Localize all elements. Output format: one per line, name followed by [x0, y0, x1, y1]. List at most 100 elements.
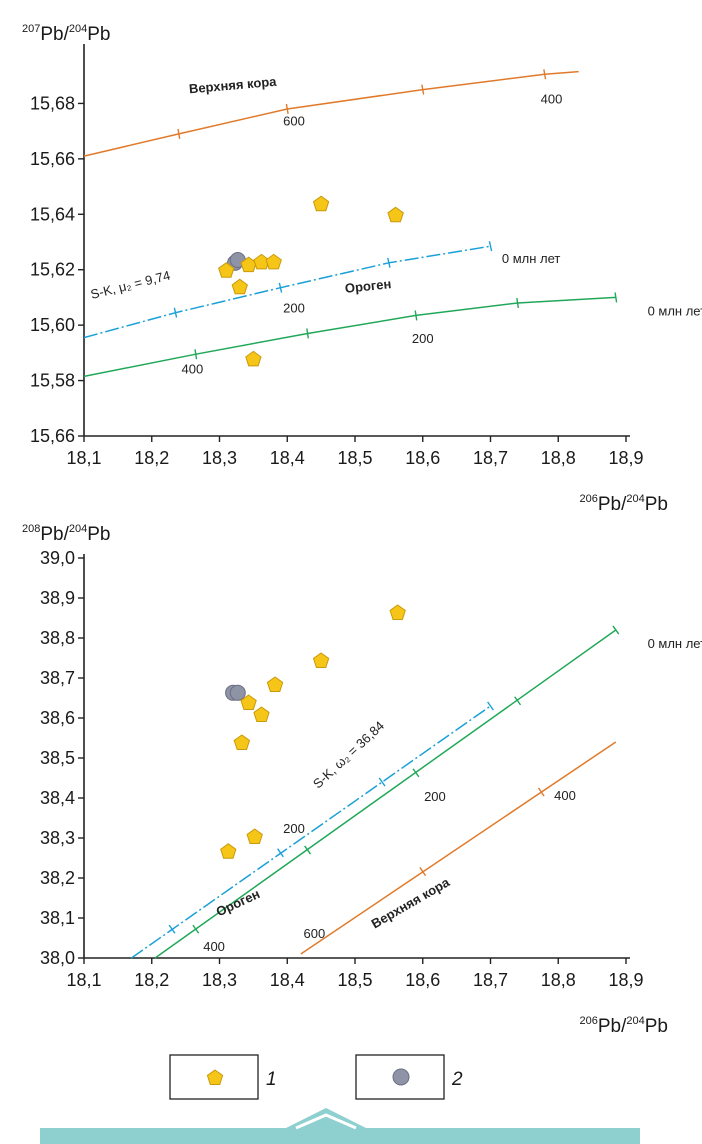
age-tick-mark	[192, 924, 200, 934]
age-tick-mark	[514, 696, 522, 706]
y-tick-label: 38,1	[40, 908, 75, 928]
y-tick-label: 38,6	[40, 708, 75, 728]
x-axis-label: 206Pb/204Pb	[580, 493, 669, 515]
data-point-group-1	[265, 253, 282, 270]
age-tick-mark	[278, 282, 283, 293]
curve-annotation: 0 млн лет	[502, 251, 561, 266]
curve-annotation: Верхняя кора	[369, 874, 453, 931]
x-tick-label: 18,9	[608, 448, 643, 468]
x-tick-label: 18,5	[337, 970, 372, 990]
data-point-group-1	[389, 604, 406, 620]
age-tick-mark	[177, 128, 181, 139]
y-tick-label: 15,66	[30, 149, 75, 169]
x-tick-label: 18,8	[541, 970, 576, 990]
legend-marker-circle	[392, 1068, 410, 1086]
x-tick-label: 18,6	[405, 448, 440, 468]
curve-annotation: 400	[541, 91, 563, 106]
curve-annotation: S-K, μ₂ = 9,74	[89, 268, 172, 302]
x-tick-label: 18,7	[473, 970, 508, 990]
data-point-group-1	[266, 676, 284, 692]
age-tick-mark	[543, 69, 547, 80]
age-tick-mark	[612, 625, 620, 635]
age-tick-mark	[488, 241, 493, 252]
age-tick-mark	[173, 307, 178, 318]
banner-chevron	[295, 1113, 357, 1130]
age-tick-mark	[516, 297, 520, 309]
evolution-curve	[83, 296, 616, 378]
y-tick-label: 38,5	[40, 748, 75, 768]
evolution-curve	[83, 70, 579, 157]
curve-annotation: 600	[283, 114, 305, 129]
evolution-curve	[83, 245, 491, 339]
age-tick-mark	[614, 292, 618, 303]
legend-label: 2	[451, 1069, 463, 1090]
age-tick-mark	[421, 84, 425, 95]
y-tick-label: 15,60	[30, 315, 75, 335]
y-tick-label: 38,8	[40, 628, 75, 648]
y-tick-label: 38,2	[40, 868, 75, 888]
x-tick-label: 18,3	[202, 448, 237, 468]
data-point-group-1	[233, 734, 251, 750]
y-tick-label: 15,62	[30, 260, 75, 280]
y-axis-label: 208Pb/204Pb	[22, 523, 111, 545]
chart-207pb-204pb: 15,66 15,58 15,60 15,62 15,64 15,66 15,68 18,1 1…	[22, 23, 702, 515]
curve-annotation: 400	[554, 788, 576, 803]
legend-label: 1	[266, 1069, 277, 1090]
data-point-group-1	[218, 262, 235, 278]
data-point-group-1	[240, 694, 257, 710]
curve-annotation: 200	[412, 331, 434, 346]
y-tick-label: 39,0	[40, 548, 75, 568]
x-tick-label: 18,2	[134, 448, 169, 468]
curve-annotation: Верхняя кора	[188, 74, 277, 97]
evolution-curve	[130, 705, 491, 959]
age-tick-mark	[414, 310, 418, 321]
x-tick-label: 18,1	[66, 448, 101, 468]
age-tick-mark	[487, 701, 494, 711]
x-tick-label: 18,4	[270, 970, 305, 990]
curve-annotation: 200	[283, 821, 305, 836]
data-point-group-1	[253, 706, 270, 722]
x-tick-label: 18,6	[405, 970, 440, 990]
x-tick-label: 18,3	[202, 970, 237, 990]
age-tick-mark	[168, 924, 176, 934]
data-point-group-1	[387, 206, 404, 223]
y-tick-label: 38,3	[40, 828, 75, 848]
legend-marker-pentagon	[206, 1069, 224, 1085]
data-point-group-1	[231, 278, 248, 295]
age-tick-mark	[378, 777, 386, 787]
y-tick-label: 38,0	[40, 948, 75, 968]
y-axis-label: 207Pb/204Pb	[22, 23, 111, 45]
age-tick-mark	[387, 257, 391, 268]
x-tick-label: 18,7	[473, 448, 508, 468]
y-tick-label: 15,64	[30, 204, 75, 224]
age-tick-mark	[306, 328, 310, 339]
age-tick-mark	[537, 787, 545, 797]
curve-annotation: 0 млн лет	[648, 303, 702, 318]
data-point-group-1	[246, 828, 263, 844]
data-point-group-2	[229, 684, 246, 701]
banner-shape	[40, 1108, 640, 1144]
x-axis-label: 206Pb/204Pb	[580, 1015, 669, 1037]
data-point-group-1	[312, 195, 330, 212]
data-point-group-1	[312, 652, 330, 668]
data-point-group-1	[220, 843, 237, 859]
curve-annotation: 200	[424, 789, 446, 804]
age-tick-mark	[285, 103, 289, 115]
x-tick-label: 18,1	[66, 970, 101, 990]
curve-annotation: 400	[203, 939, 225, 954]
bottom-banner	[40, 1108, 640, 1144]
x-tick-label: 18,8	[541, 448, 576, 468]
age-tick-mark	[194, 349, 198, 360]
x-tick-label: 18,2	[134, 970, 169, 990]
data-point-group-1	[245, 350, 262, 367]
x-tick-label: 18,4	[270, 448, 305, 468]
age-tick-mark	[419, 867, 427, 877]
y-tick-label: 38,9	[40, 588, 75, 608]
age-tick-mark	[277, 848, 284, 858]
curve-annotation: 0 млн лет	[648, 636, 702, 651]
evolution-curve	[300, 741, 617, 955]
curve-annotation: 600	[303, 926, 325, 941]
y-tick-label: 38,7	[40, 668, 75, 688]
